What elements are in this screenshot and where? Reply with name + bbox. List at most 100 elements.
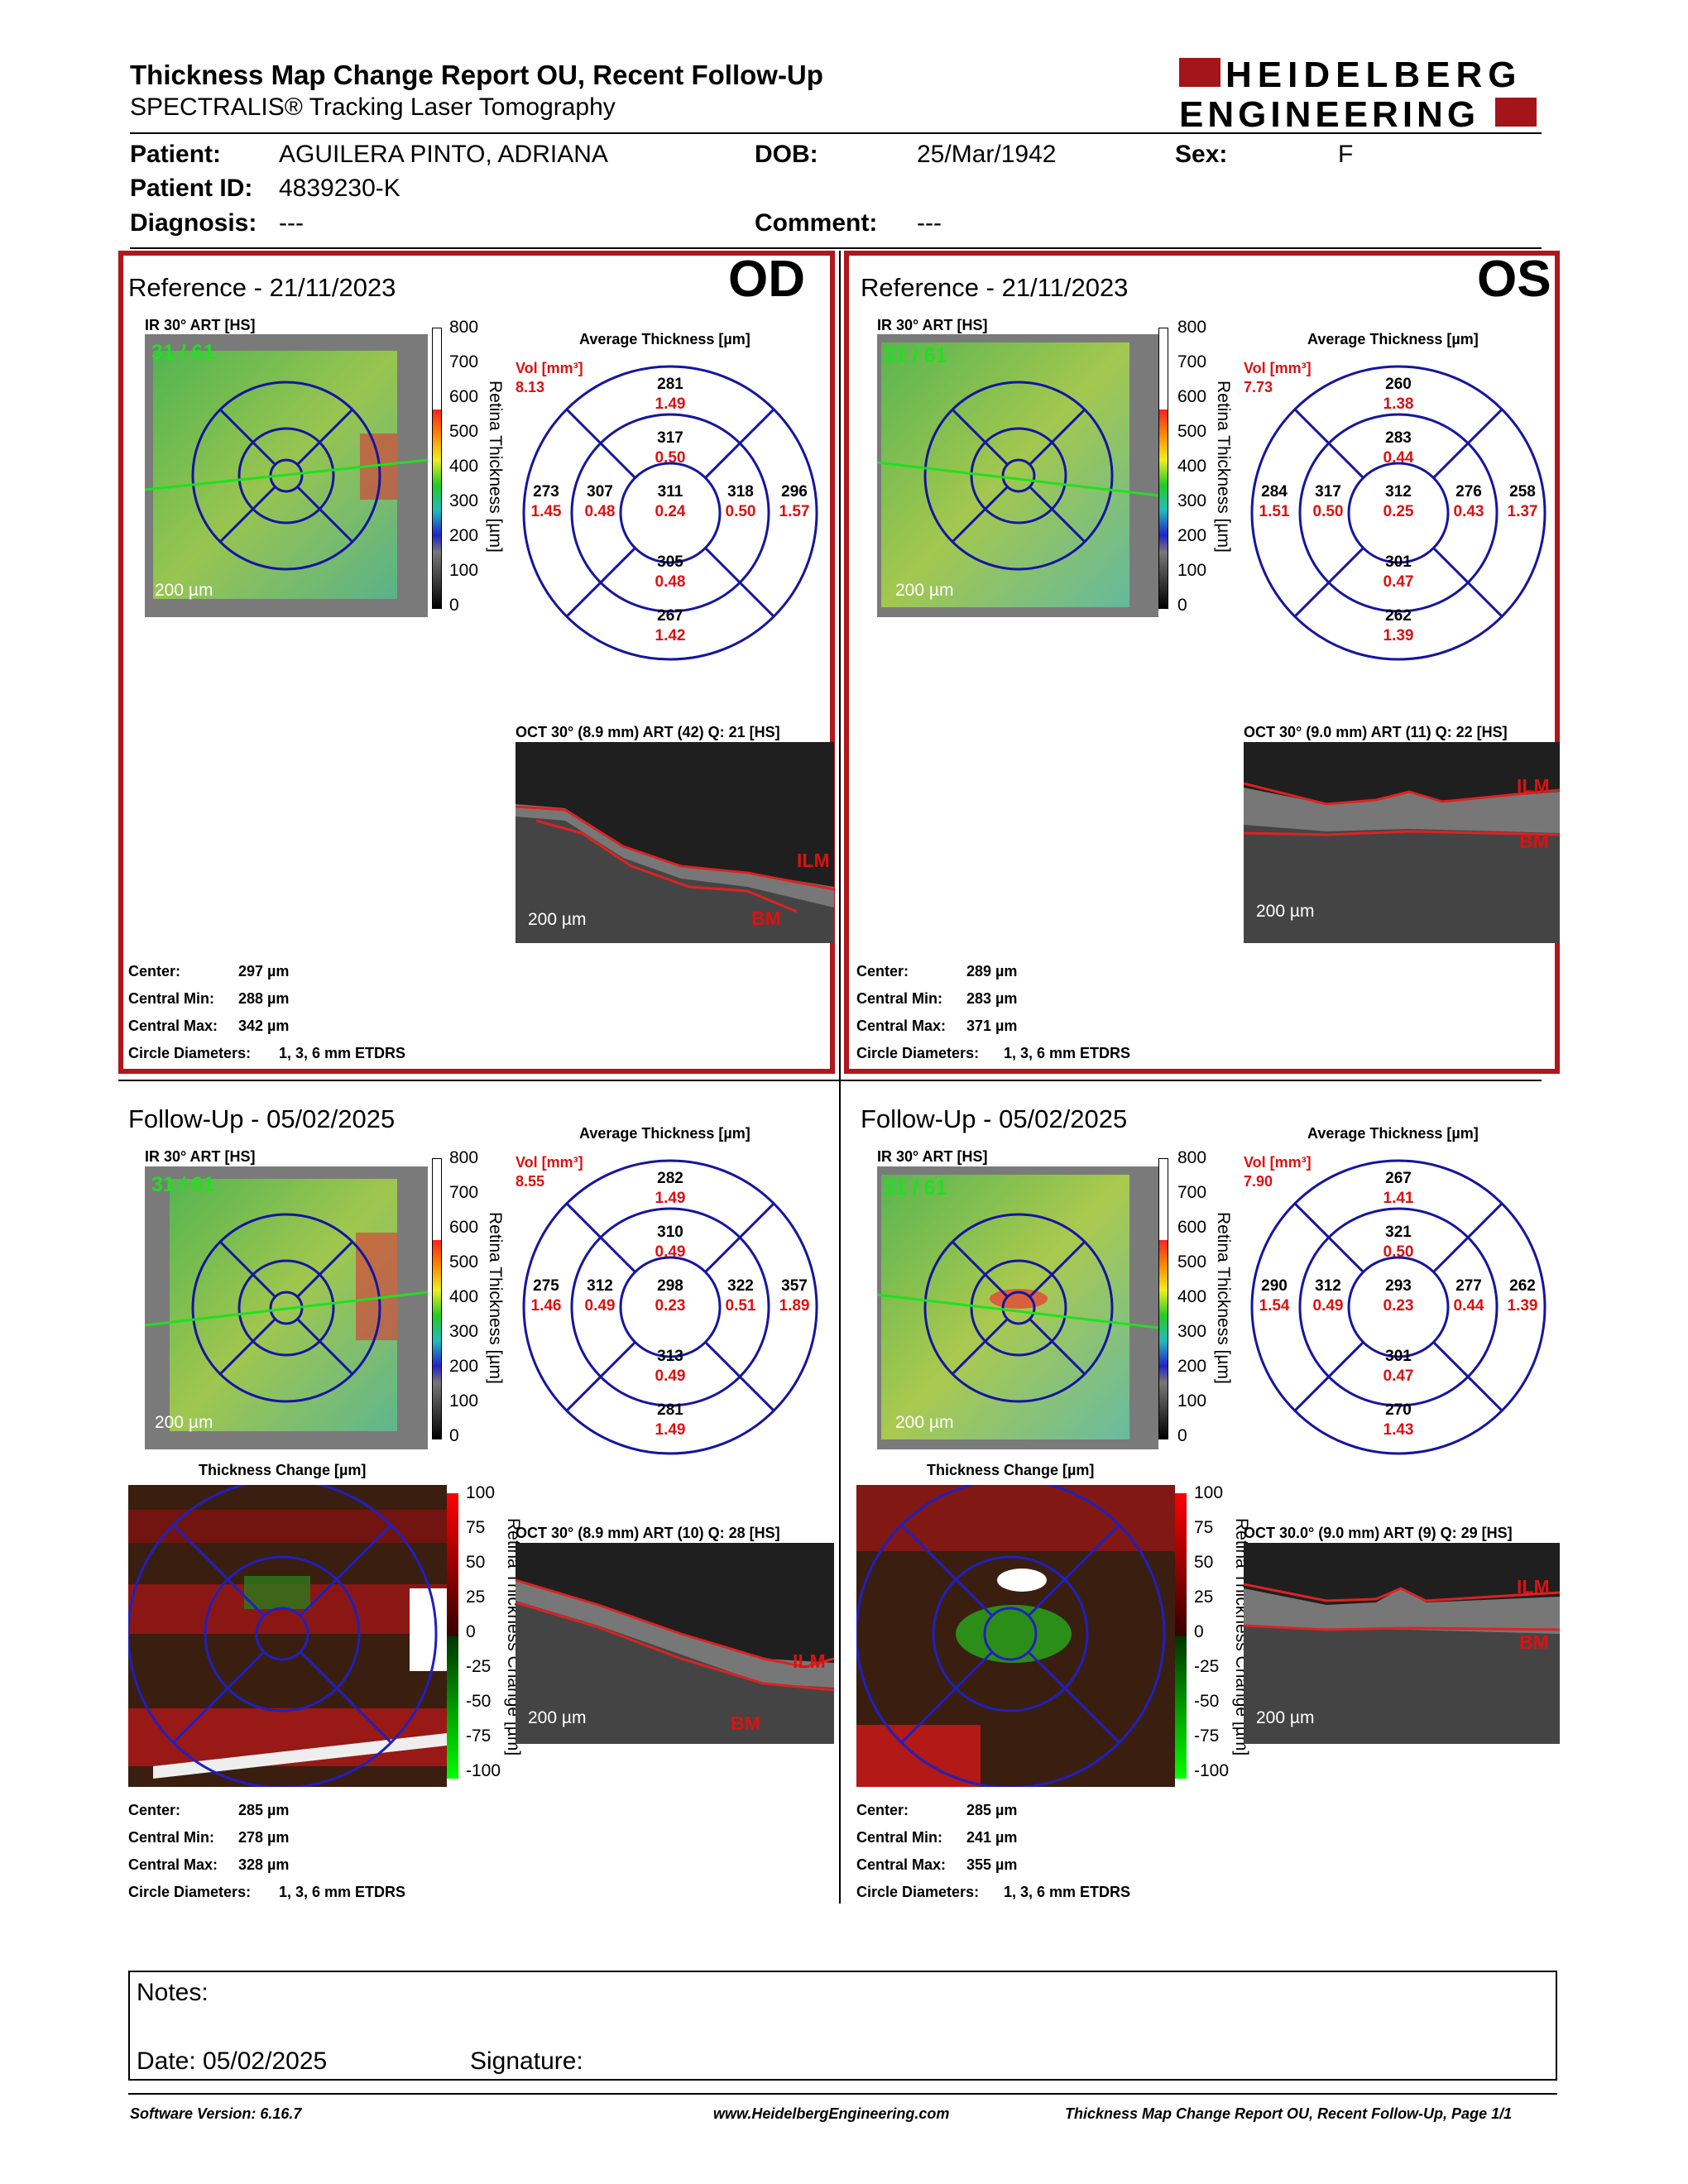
os-ref-scan-counter: 31 / 61 bbox=[884, 344, 947, 367]
notes-label: Notes: bbox=[137, 1979, 209, 2006]
os_fu-nasal-inner-volume: 0.44 bbox=[1454, 1297, 1484, 1315]
od-ref-oct-image: ILM BM 200 µm bbox=[516, 742, 834, 943]
od_ref-superior-inner-thickness: 317 bbox=[657, 429, 683, 447]
od-fu-change-map bbox=[128, 1485, 447, 1787]
od-fu-cmax-label: Central Max: bbox=[128, 1856, 218, 1873]
od-reference-panel bbox=[118, 251, 835, 1074]
od-ref-oct-scalebar: 200 µm bbox=[528, 910, 587, 929]
os_ref-nasal-inner-thickness: 276 bbox=[1455, 483, 1482, 500]
header-divider bbox=[130, 132, 1542, 134]
od-ref-vol-label: Vol [mm³] bbox=[516, 360, 583, 376]
od_ref-center-volume: 0.24 bbox=[655, 503, 686, 520]
os-ref-center-label: Center: bbox=[856, 963, 909, 979]
od_fu-temporal-inner-thickness: 312 bbox=[587, 1277, 613, 1295]
os-fu-ir-image: 31 / 61 200 µm bbox=[877, 1166, 1158, 1449]
od_ref-superior-outer-thickness: 281 bbox=[657, 376, 683, 393]
os-fu-change-title: Thickness Change [µm] bbox=[927, 1462, 1095, 1478]
od-ref-colorbar bbox=[432, 328, 442, 609]
od-fu-circle-label: Circle Diameters: bbox=[128, 1884, 252, 1900]
os-fu-scalebar: 200 µm bbox=[895, 1413, 954, 1432]
od-ref-scalebar: 200 µm bbox=[155, 581, 213, 600]
os-eye-label: OS bbox=[1477, 251, 1551, 308]
os-fu-cmin-value: 241 µm bbox=[966, 1829, 1018, 1846]
os-ref-ir-label: IR 30° ART [HS] bbox=[877, 317, 988, 333]
od_ref-nasal-outer-volume: 1.57 bbox=[779, 503, 810, 520]
page-subtitle: SPECTRALIS® Tracking Laser Tomography bbox=[130, 93, 616, 121]
patient-name: AGUILERA PINTO, ADRIANA bbox=[279, 141, 608, 168]
website-link[interactable]: www.HeidelbergEngineering.com bbox=[713, 2105, 950, 2122]
od_ref-center-thickness: 311 bbox=[658, 483, 683, 500]
os-fu-vol-label: Vol [mm³] bbox=[1244, 1154, 1312, 1171]
od-ref-bm: BM bbox=[751, 908, 781, 929]
od-ref-cmin-value: 288 µm bbox=[238, 990, 290, 1007]
os_fu-nasal-outer-thickness: 262 bbox=[1509, 1277, 1536, 1295]
od-fu-scan-counter: 31 / 61 bbox=[151, 1173, 215, 1196]
os-fu-colorbar bbox=[1158, 1158, 1168, 1439]
od-fu-change-title: Thickness Change [µm] bbox=[199, 1462, 367, 1478]
os-ref-oct-scalebar: 200 µm bbox=[1256, 902, 1315, 921]
od_fu-nasal-outer-thickness: 357 bbox=[781, 1277, 808, 1295]
od_fu-nasal-inner-volume: 0.51 bbox=[726, 1297, 756, 1315]
os-fu-cmax-value: 355 µm bbox=[966, 1856, 1018, 1873]
od_ref-superior-outer-volume: 1.49 bbox=[655, 395, 686, 413]
diagnosis-label: Diagnosis: bbox=[130, 209, 257, 237]
os_ref-nasal-outer-thickness: 258 bbox=[1509, 483, 1536, 500]
logo-line1: HEIDELBERG bbox=[1225, 56, 1522, 95]
os-fu-center-label: Center: bbox=[856, 1802, 909, 1818]
od-fu-title: Follow-Up - 05/02/2025 bbox=[128, 1104, 396, 1133]
od-eye-label: OD bbox=[728, 251, 805, 308]
os-fu-ir-label: IR 30° ART [HS] bbox=[877, 1148, 988, 1165]
os-ref-avg-label: Average Thickness [µm] bbox=[1307, 331, 1479, 347]
notes-box[interactable] bbox=[128, 1971, 1557, 2081]
heidelberg-logo: HEIDELBERG ENGINEERING bbox=[1179, 55, 1537, 135]
os-ref-ilm: ILM bbox=[1517, 775, 1550, 797]
od-ref-ilm: ILM bbox=[797, 850, 830, 871]
od-fu-change-colorbar bbox=[447, 1493, 458, 1779]
os-ref-ir-image: 31 / 61 200 µm bbox=[877, 334, 1158, 617]
od_fu-superior-inner-volume: 0.49 bbox=[655, 1243, 686, 1261]
eye-divider bbox=[839, 251, 841, 1904]
sex-value: F bbox=[1338, 141, 1354, 168]
od-fu-scalebar: 200 µm bbox=[155, 1413, 213, 1432]
os-fu-oct-image: ILM BM 200 µm bbox=[1244, 1543, 1560, 1744]
os_fu-inferior-outer-thickness: 270 bbox=[1385, 1401, 1412, 1419]
od-fu-bm: BM bbox=[731, 1712, 760, 1734]
os-ref-center-value: 289 µm bbox=[966, 963, 1018, 979]
os_fu-temporal-inner-volume: 0.49 bbox=[1313, 1297, 1344, 1315]
od_ref-nasal-inner-volume: 0.50 bbox=[726, 503, 756, 520]
od-fu-cmax-value: 328 µm bbox=[238, 1856, 290, 1873]
os_fu-temporal-inner-thickness: 312 bbox=[1315, 1277, 1341, 1295]
comment-label: Comment: bbox=[755, 209, 878, 237]
os_fu-inferior-outer-volume: 1.43 bbox=[1383, 1421, 1414, 1439]
os_fu-inferior-inner-thickness: 301 bbox=[1385, 1348, 1412, 1365]
os-fu-cmin-label: Central Min: bbox=[856, 1829, 943, 1846]
od-ref-etdrs-grid: 281 1.49 317 0.50 273 1.45 307 0.48 311 0.24 318 0.… bbox=[521, 364, 819, 666]
os-ref-colorbar bbox=[1158, 328, 1168, 609]
od-ref-title: Reference - 21/11/2023 bbox=[128, 273, 396, 302]
os_fu-superior-outer-thickness: 267 bbox=[1385, 1170, 1412, 1187]
od_fu-superior-inner-thickness: 310 bbox=[657, 1224, 683, 1241]
os-fu-title: Follow-Up - 05/02/2025 bbox=[861, 1104, 1128, 1133]
os_fu-nasal-inner-thickness: 277 bbox=[1455, 1277, 1482, 1295]
comment-value: --- bbox=[917, 209, 942, 237]
diagnosis-value: --- bbox=[279, 209, 304, 237]
os_ref-temporal-inner-volume: 0.50 bbox=[1313, 503, 1344, 520]
od-fu-vol-label: Vol [mm³] bbox=[516, 1154, 583, 1171]
os_ref-nasal-outer-volume: 1.37 bbox=[1508, 503, 1538, 520]
od_ref-inferior-outer-thickness: 267 bbox=[657, 607, 683, 625]
os-fu-cmax-label: Central Max: bbox=[856, 1856, 947, 1873]
os_fu-center-volume: 0.23 bbox=[1383, 1297, 1414, 1315]
patient-id-label: Patient ID: bbox=[130, 175, 253, 202]
os_fu-superior-inner-thickness: 321 bbox=[1385, 1224, 1412, 1241]
od_fu-inferior-inner-volume: 0.49 bbox=[655, 1367, 686, 1385]
od_fu-nasal-inner-thickness: 322 bbox=[727, 1277, 754, 1295]
od_fu-inferior-inner-thickness: 313 bbox=[657, 1348, 683, 1365]
od-fu-avg-label: Average Thickness [µm] bbox=[579, 1125, 750, 1142]
os_ref-inferior-inner-volume: 0.47 bbox=[1383, 573, 1414, 591]
od-ref-scan-counter: 31 / 61 bbox=[151, 341, 215, 364]
od_ref-inferior-inner-volume: 0.48 bbox=[655, 573, 686, 591]
os_fu-temporal-outer-volume: 1.54 bbox=[1259, 1297, 1290, 1315]
os-fu-etdrs-grid: 267 1.41 321 0.50 290 1.54 312 0.49 293 0.23 277 0.… bbox=[1249, 1158, 1547, 1460]
od_fu-inferior-outer-thickness: 281 bbox=[657, 1401, 683, 1419]
os_fu-temporal-outer-thickness: 290 bbox=[1261, 1277, 1288, 1295]
